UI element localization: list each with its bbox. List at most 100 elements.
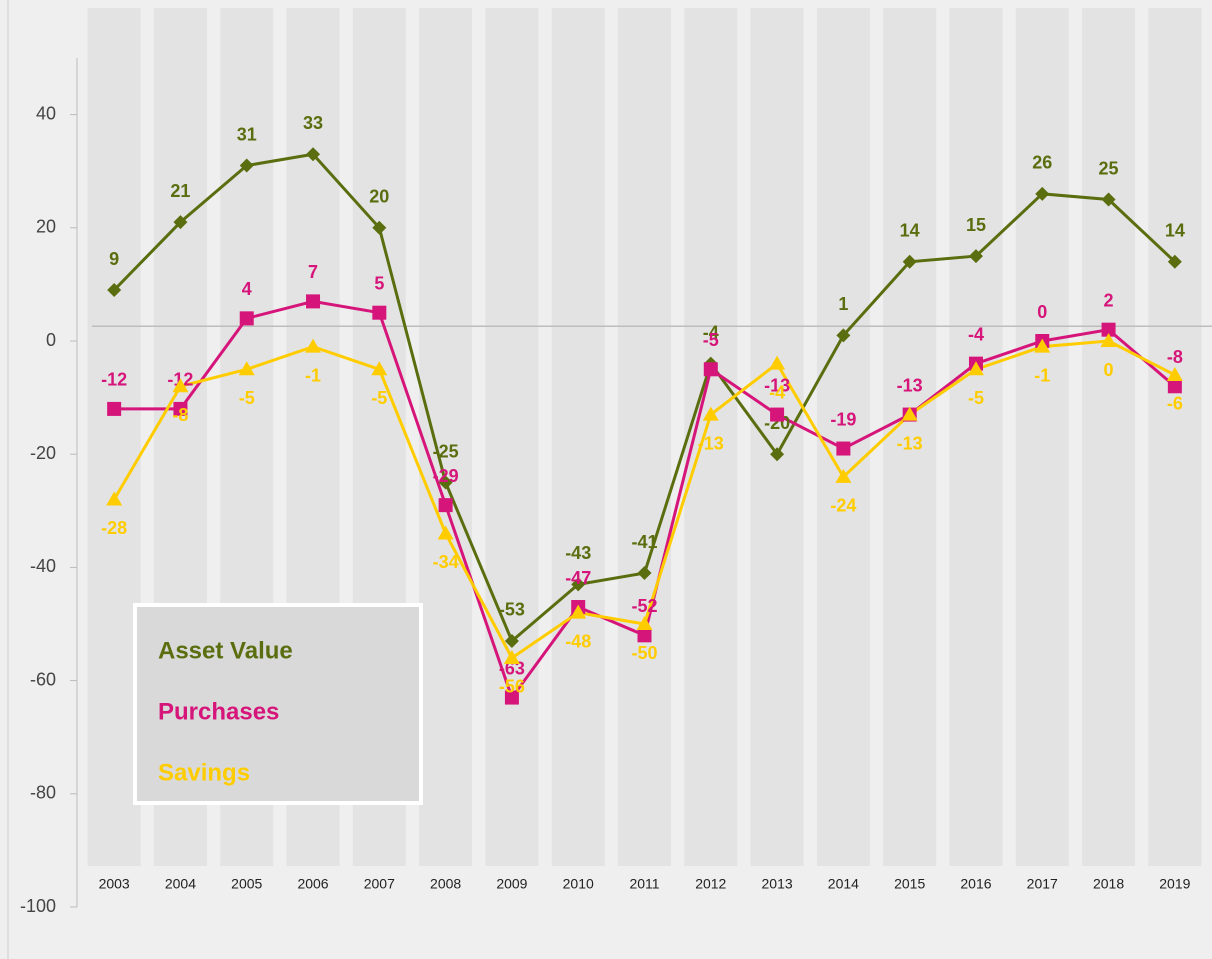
data-label: 25: [1099, 158, 1119, 178]
data-label: -1: [305, 365, 321, 385]
marker: [306, 294, 321, 309]
marker: [172, 378, 189, 393]
marker: [1034, 338, 1051, 353]
marker: [770, 407, 785, 422]
data-label: 14: [1165, 221, 1185, 241]
x-tick-label: 2009: [496, 876, 527, 892]
x-tick-label: 2013: [762, 876, 793, 892]
data-label: -5: [968, 388, 984, 408]
data-label: 21: [170, 181, 190, 201]
x-tick-label: 2010: [563, 876, 594, 892]
x-tick-label: 2016: [960, 876, 991, 892]
x-tick-label: 2017: [1027, 876, 1058, 892]
data-label: -12: [101, 370, 127, 390]
data-label: -34: [433, 552, 459, 572]
marker: [1035, 186, 1050, 201]
data-label: 5: [374, 273, 384, 293]
data-label: -52: [631, 596, 657, 616]
data-label: -25: [433, 441, 459, 461]
column-band: [1148, 8, 1202, 866]
y-tick-label: -60: [30, 669, 56, 689]
data-label: -5: [239, 388, 255, 408]
data-label: -13: [764, 375, 790, 395]
column-band: [87, 8, 141, 866]
y-tick-label: 40: [36, 103, 56, 123]
data-label: -28: [101, 518, 127, 538]
x-tick-label: 2007: [364, 876, 395, 892]
marker: [637, 566, 652, 581]
x-tick-label: 2019: [1159, 876, 1190, 892]
column-band: [551, 8, 605, 866]
x-tick-label: 2011: [629, 876, 659, 892]
column-band: [750, 8, 804, 866]
marker: [902, 254, 917, 269]
x-tick-label: 2014: [828, 876, 859, 892]
x-tick-label: 2018: [1093, 876, 1124, 892]
marker: [968, 249, 983, 264]
marker: [637, 628, 652, 643]
data-label: -6: [1167, 394, 1183, 414]
data-label: -4: [703, 322, 719, 342]
marker: [438, 475, 453, 490]
y-tick-label: -100: [20, 896, 56, 916]
marker: [438, 498, 453, 513]
data-label: -41: [631, 532, 657, 552]
legend-entry: Savings: [158, 759, 250, 786]
data-label: -50: [631, 643, 657, 663]
column-band: [949, 8, 1003, 866]
marker: [570, 604, 587, 619]
data-label: -24: [830, 496, 856, 516]
data-label: -19: [830, 409, 856, 429]
y-tick-label: -20: [30, 443, 56, 463]
x-tick-label: 2015: [894, 876, 925, 892]
marker: [967, 361, 984, 376]
data-label: 0: [1104, 360, 1114, 380]
data-label: -13: [897, 433, 923, 453]
data-label: -8: [1167, 347, 1183, 367]
marker: [1100, 333, 1117, 347]
y-tick-label: -80: [30, 783, 56, 803]
data-label: -53: [499, 600, 525, 620]
column-band: [816, 8, 870, 866]
data-label: 26: [1032, 153, 1052, 173]
data-label: 7: [308, 262, 318, 282]
x-tick-label: 2005: [231, 876, 262, 892]
data-label: -1: [1034, 365, 1050, 385]
data-label: -43: [565, 543, 591, 563]
data-label: 1: [838, 294, 848, 314]
marker: [239, 311, 254, 326]
marker: [503, 649, 520, 664]
column-band: [1015, 8, 1069, 866]
x-tick-label: 2012: [695, 876, 726, 892]
data-label: -5: [371, 388, 387, 408]
data-label: 31: [237, 124, 257, 144]
data-label: 0: [1037, 302, 1047, 322]
y-tick-label: 20: [36, 217, 56, 237]
data-label: -48: [565, 631, 591, 651]
marker: [437, 525, 454, 540]
data-label: 14: [900, 221, 920, 241]
data-label: -47: [565, 568, 591, 588]
data-label: -13: [698, 433, 724, 453]
marker: [1166, 366, 1183, 381]
legend-entry: Purchases: [158, 698, 279, 725]
marker: [173, 401, 188, 416]
data-label: -4: [968, 324, 984, 344]
marker: [372, 305, 387, 320]
data-label: 2: [1104, 290, 1114, 310]
marker: [770, 447, 785, 462]
marker: [106, 491, 123, 506]
marker: [306, 147, 321, 162]
data-label: -5: [703, 330, 719, 350]
marker: [703, 362, 718, 377]
data-label: -4: [769, 382, 785, 402]
marker: [1101, 192, 1116, 207]
marker: [836, 441, 851, 456]
marker: [372, 220, 387, 235]
marker: [836, 328, 851, 343]
marker: [238, 361, 255, 376]
column-band: [883, 8, 937, 866]
data-label: -29: [433, 466, 459, 486]
marker: [504, 633, 519, 648]
